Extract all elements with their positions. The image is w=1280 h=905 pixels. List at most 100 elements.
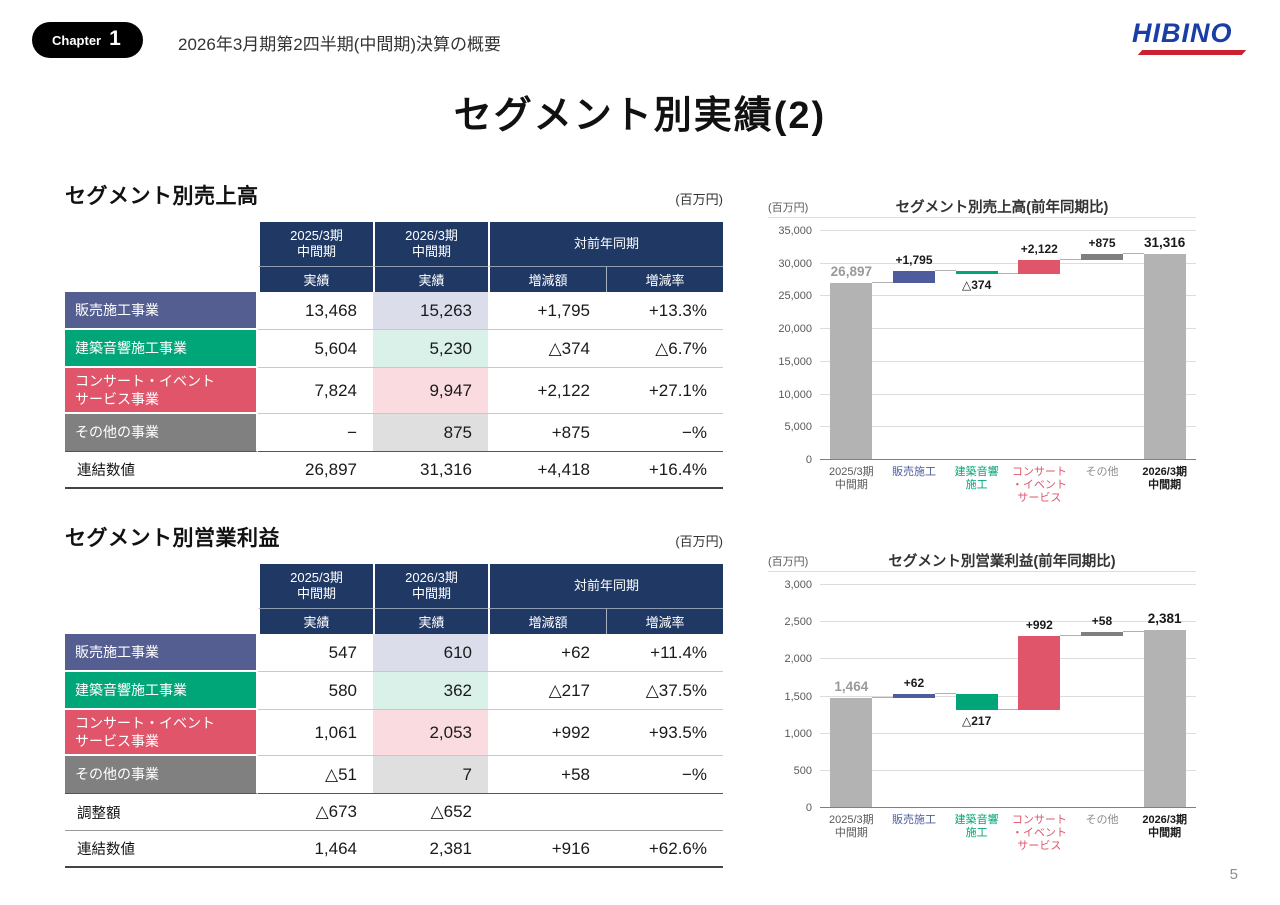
waterfall-bar <box>830 283 873 459</box>
waterfall-bar <box>893 693 935 699</box>
segment-label-cell: 建築音響施工事業 <box>65 330 258 368</box>
subheader-change: 増減額 <box>488 608 606 634</box>
x-axis: 2025/3期 中間期 販売施工 建築音響 施工 コンサート ・イベント サービス その… <box>820 466 1196 518</box>
x-axis-label: その他 <box>1085 814 1119 826</box>
chart-title: セグメント別売上高(前年同期比) <box>895 200 1109 216</box>
fy2025-value-cell: 547 <box>258 634 373 672</box>
sales-waterfall-chart: (百万円) セグメント別売上高(前年同期比) 0 5,000 10,000 15,00… <box>768 196 1196 518</box>
x-axis-label: コンサート ・イベント サービス <box>1011 814 1067 852</box>
bar-value-label: +58 <box>1091 613 1113 628</box>
fy2026-value-cell: 362 <box>373 672 488 710</box>
profit-waterfall-chart: (百万円) セグメント別営業利益(前年同期比) 0 500 1,000 1,500 2,… <box>768 550 1196 866</box>
y-axis-tick-label: 25,000 <box>778 290 812 303</box>
waterfall-connector <box>997 708 1019 710</box>
total-label-cell: 連結数値 <box>65 831 258 868</box>
plot-area: 26,897 +1,795 △374 +2,122 +875 31,316 <box>820 230 1196 460</box>
x-axis-label: 2025/3期 中間期 <box>829 466 874 491</box>
change-value-cell: +58 <box>488 756 606 794</box>
chart-title: セグメント別営業利益(前年同期比) <box>888 554 1116 570</box>
segment-label-cell: 建築音響施工事業 <box>65 672 258 710</box>
y-axis-tick-label: 2,500 <box>784 616 812 629</box>
subheader-actual-2025: 実績 <box>258 266 373 292</box>
table-row: その他の事業 − 875 +875 −% <box>65 414 724 452</box>
waterfall-connector <box>872 282 893 284</box>
total-row: 連結数値 1,464 2,381 +916 +62.6% <box>65 831 724 868</box>
waterfall-bar <box>1143 630 1186 807</box>
gridline <box>820 328 1196 330</box>
bar-value-label: 2,381 <box>1147 611 1182 627</box>
chart-head: (百万円) セグメント別営業利益(前年同期比) <box>768 550 1196 572</box>
waterfall-connector <box>935 270 956 272</box>
fy2026-value-cell: 7 <box>373 756 488 794</box>
fy2025-value-cell: 13,468 <box>258 292 373 330</box>
col-header-fy2025: 2025/3期 中間期 <box>258 564 373 608</box>
charts-column: (百万円) セグメント別売上高(前年同期比) 0 5,000 10,000 15,00… <box>768 196 1196 898</box>
change-value-cell: +1,795 <box>488 292 606 330</box>
segment-label-cell: その他の事業 <box>65 756 258 794</box>
chapter-number: 1 <box>109 27 121 50</box>
fy2025-value-cell: 1,061 <box>258 710 373 756</box>
fy2026-value-cell: 31,316 <box>373 452 488 489</box>
fy2025-value-cell: 26,897 <box>258 452 373 489</box>
rate-value-cell: +11.4% <box>606 634 724 672</box>
waterfall-connector <box>1060 634 1081 636</box>
tables-column: セグメント別売上高 (百万円) 2025/3期 中間期 2026/3期 中間期 … <box>65 180 724 868</box>
fy2026-value-cell: 5,230 <box>373 330 488 368</box>
fy2026-value-cell: 2,381 <box>373 831 488 868</box>
waterfall-bar <box>955 271 998 274</box>
chart-head: (百万円) セグメント別売上高(前年同期比) <box>768 196 1196 218</box>
rate-value-cell: △37.5% <box>606 672 724 710</box>
waterfall-bar <box>1143 254 1186 459</box>
page-number: 5 <box>1229 866 1238 883</box>
chart-body: 0 5,000 10,000 15,000 20,000 25,000 30,000 35,0… <box>768 225 1196 466</box>
gridline <box>820 621 1196 623</box>
x-axis: 2025/3期 中間期 販売施工 建築音響 施工 コンサート ・イベント サービス その… <box>820 814 1196 866</box>
table-row: その他の事業 △51 7 +58 −% <box>65 756 724 794</box>
plot-area: 1,464 +62 △217 +992 +58 2,381 <box>820 584 1196 808</box>
subheader-actual-2026: 実績 <box>373 266 488 292</box>
x-axis-label: 2026/3期 中間期 <box>1142 814 1187 839</box>
gridline <box>820 426 1196 428</box>
col-header-yoy: 対前年同期 <box>488 564 724 608</box>
change-value-cell: +62 <box>488 634 606 672</box>
rate-value-cell: +93.5% <box>606 710 724 756</box>
fy2025-value-cell: 7,824 <box>258 368 373 414</box>
waterfall-bar <box>1081 631 1123 636</box>
subheader-rate: 増減率 <box>606 608 724 634</box>
chart-body: 0 500 1,000 1,500 2,000 2,500 3,000 1,464 +62 △2… <box>768 579 1196 814</box>
change-value-cell: +875 <box>488 414 606 452</box>
segment-label-cell: その他の事業 <box>65 414 258 452</box>
rate-value-cell: △6.7% <box>606 330 724 368</box>
fy2025-value-cell: 580 <box>258 672 373 710</box>
fy2026-value-cell: 9,947 <box>373 368 488 414</box>
x-axis-label: その他 <box>1085 466 1119 478</box>
segment-label-cell: コンサート・イベント サービス事業 <box>65 368 258 414</box>
change-value-cell: △374 <box>488 330 606 368</box>
gridline <box>820 695 1196 697</box>
change-value-cell: +916 <box>488 831 606 868</box>
gridline <box>820 262 1196 264</box>
rate-value-cell: +62.6% <box>606 831 724 868</box>
x-axis-label: 建築音響 施工 <box>954 814 999 839</box>
rate-value-cell <box>606 794 724 831</box>
change-value-cell: △217 <box>488 672 606 710</box>
table-row: 販売施工事業 547 610 +62 +11.4% <box>65 634 724 672</box>
waterfall-connector <box>1060 258 1081 260</box>
gridline <box>820 658 1196 660</box>
adjustment-row: 調整額 △673 △652 <box>65 794 724 831</box>
segment-label-cell: 販売施工事業 <box>65 292 258 330</box>
fy2026-value-cell: 875 <box>373 414 488 452</box>
page-title: セグメント別実績(2) <box>453 95 827 137</box>
change-value-cell: +2,122 <box>488 368 606 414</box>
waterfall-connector <box>935 692 956 694</box>
total-label-cell: 連結数値 <box>65 452 258 489</box>
y-axis-tick-label: 15,000 <box>778 355 812 368</box>
change-value-cell: +992 <box>488 710 606 756</box>
waterfall-connector <box>1123 630 1144 632</box>
sales-section-title: セグメント別売上高 <box>65 185 259 208</box>
table-row: 販売施工事業 13,468 15,263 +1,795 +13.3% <box>65 292 724 330</box>
chapter-badge: Chapter 1 <box>32 22 143 58</box>
rate-value-cell: +13.3% <box>606 292 724 330</box>
gridline <box>820 393 1196 395</box>
